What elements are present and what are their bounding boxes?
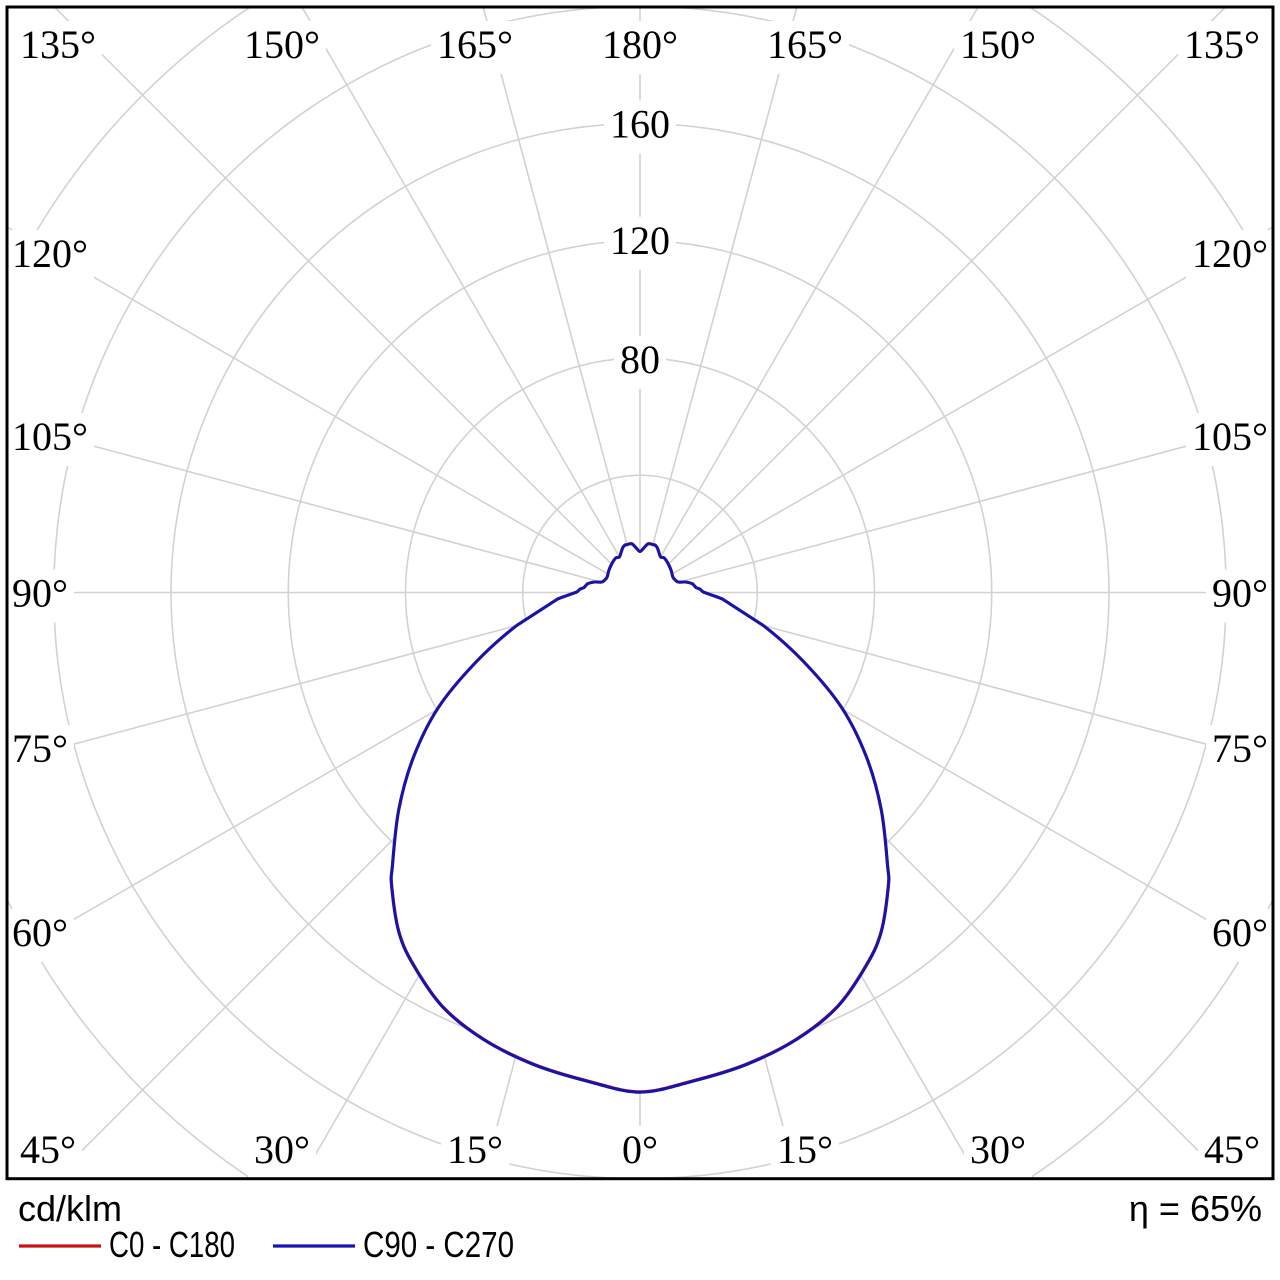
svg-text:160: 160 [610,102,670,147]
svg-text:15°: 15° [777,1127,833,1172]
svg-text:C90 - C270: C90 - C270 [363,1224,514,1265]
svg-text:120°: 120° [1192,231,1268,276]
svg-text:0°: 0° [622,1127,658,1172]
svg-text:60°: 60° [12,910,68,955]
svg-text:80: 80 [620,337,660,382]
svg-text:150°: 150° [960,22,1036,67]
svg-text:90°: 90° [1212,571,1268,616]
svg-text:45°: 45° [20,1127,76,1172]
svg-text:105°: 105° [12,414,88,459]
svg-text:60°: 60° [1212,910,1268,955]
svg-text:150°: 150° [244,22,320,67]
svg-text:cd/klm: cd/klm [18,1188,122,1229]
svg-text:90°: 90° [12,571,68,616]
svg-text:30°: 30° [970,1127,1026,1172]
svg-text:75°: 75° [12,726,68,771]
svg-text:30°: 30° [254,1127,310,1172]
svg-text:105°: 105° [1192,414,1268,459]
svg-text:120: 120 [610,218,670,263]
svg-text:135°: 135° [20,22,96,67]
svg-text:165°: 165° [437,22,513,67]
svg-text:135°: 135° [1184,22,1260,67]
svg-text:C0 - C180: C0 - C180 [109,1224,235,1265]
svg-text:165°: 165° [767,22,843,67]
svg-text:120°: 120° [12,231,88,276]
svg-text:η = 65%: η = 65% [1129,1188,1262,1229]
svg-text:75°: 75° [1212,726,1268,771]
svg-text:180°: 180° [602,22,678,67]
svg-text:45°: 45° [1204,1127,1260,1172]
svg-text:15°: 15° [447,1127,503,1172]
